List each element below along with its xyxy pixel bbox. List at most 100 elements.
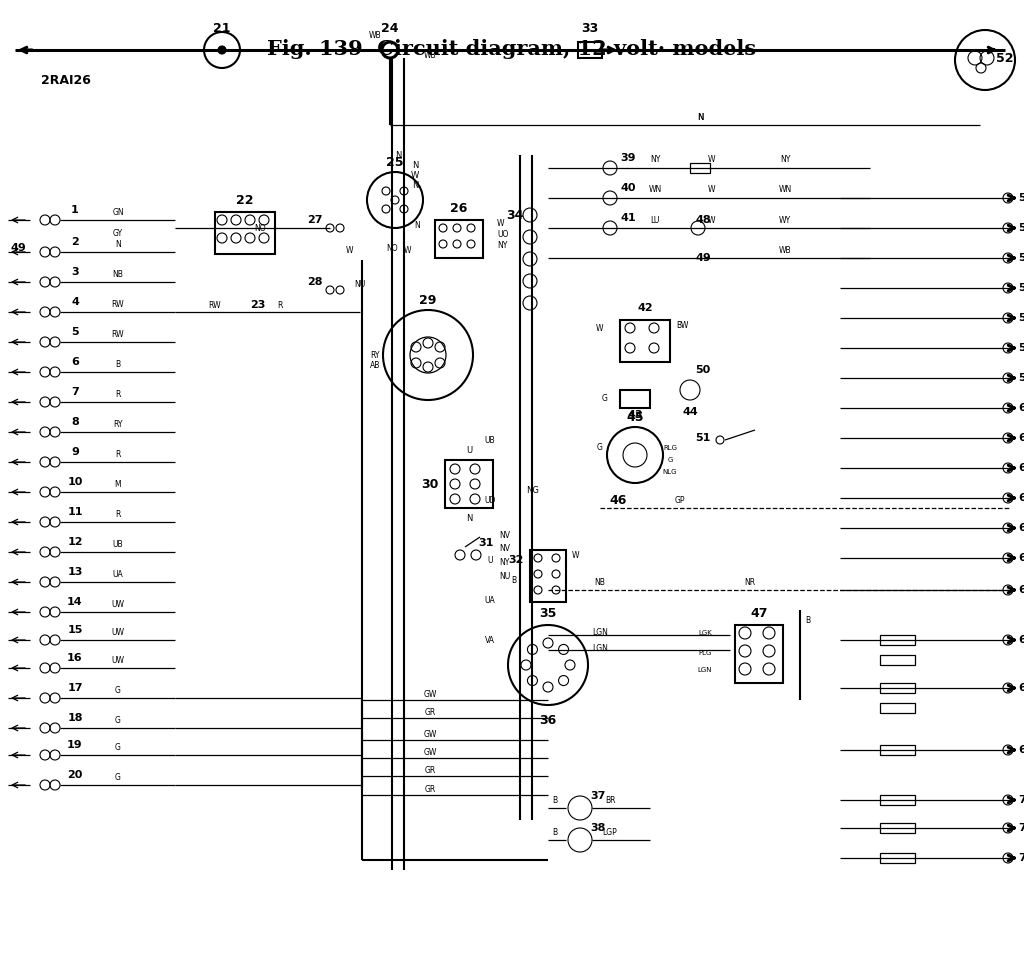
Text: 49: 49 — [695, 253, 711, 263]
Text: 14: 14 — [68, 597, 83, 607]
Text: W: W — [572, 551, 580, 560]
Text: WB: WB — [369, 31, 381, 40]
Text: N: N — [696, 114, 703, 122]
Text: N: N — [696, 114, 703, 122]
Text: B: B — [552, 827, 557, 837]
Text: 25: 25 — [386, 156, 403, 169]
Text: UW: UW — [112, 627, 125, 636]
Text: 24: 24 — [381, 22, 398, 34]
Text: 28: 28 — [307, 277, 323, 287]
Text: 11: 11 — [68, 507, 83, 517]
Text: 43: 43 — [628, 410, 643, 420]
Text: 48: 48 — [695, 215, 711, 225]
Text: 63: 63 — [1018, 493, 1024, 503]
Text: G: G — [115, 743, 121, 752]
Text: 71: 71 — [1018, 823, 1024, 833]
Text: 6: 6 — [71, 357, 79, 367]
Text: LGN: LGN — [592, 627, 608, 636]
Bar — [880, 635, 915, 645]
Text: 59: 59 — [1018, 373, 1024, 383]
Text: NU: NU — [354, 279, 366, 288]
Bar — [735, 625, 783, 683]
Text: N: N — [412, 180, 418, 189]
Text: 27: 27 — [307, 215, 323, 225]
Text: NY: NY — [650, 156, 660, 165]
Bar — [215, 212, 275, 254]
Text: WB: WB — [778, 246, 792, 255]
Text: 38: 38 — [590, 823, 605, 833]
Text: 41: 41 — [621, 213, 636, 223]
Text: M: M — [115, 479, 121, 488]
Text: 7: 7 — [71, 387, 79, 397]
Text: RY: RY — [114, 419, 123, 428]
Text: 40: 40 — [621, 183, 636, 193]
Text: NB: NB — [113, 270, 124, 278]
Text: 55: 55 — [1018, 253, 1024, 263]
Text: 54: 54 — [1018, 223, 1024, 233]
Text: 26: 26 — [451, 202, 468, 215]
Text: 18: 18 — [68, 713, 83, 723]
Text: 2: 2 — [71, 237, 79, 247]
Text: 2RAI26: 2RAI26 — [41, 74, 91, 86]
Text: BR: BR — [605, 796, 615, 805]
Text: 21: 21 — [213, 22, 230, 34]
Text: 68: 68 — [1018, 683, 1024, 693]
Text: 61: 61 — [1018, 433, 1024, 443]
Text: R: R — [116, 510, 121, 518]
Text: 65: 65 — [1018, 553, 1024, 563]
Text: G: G — [602, 394, 608, 403]
Text: 72: 72 — [1018, 853, 1024, 863]
Text: WN: WN — [648, 185, 662, 194]
Text: W: W — [346, 246, 353, 255]
Text: NLG: NLG — [663, 469, 677, 475]
Text: U: U — [466, 446, 472, 455]
Text: LGP: LGP — [603, 827, 617, 837]
Text: 10: 10 — [68, 477, 83, 487]
Text: UW: UW — [112, 600, 125, 609]
Text: 50: 50 — [695, 365, 711, 375]
Text: 60: 60 — [1018, 403, 1024, 413]
Bar — [880, 823, 915, 833]
Bar — [530, 550, 566, 602]
Text: B: B — [552, 796, 557, 805]
Bar — [880, 655, 915, 665]
Text: 12: 12 — [68, 537, 83, 547]
Text: 15: 15 — [68, 625, 83, 635]
Text: 47: 47 — [751, 607, 768, 619]
Text: RW: RW — [209, 301, 221, 310]
Text: 45: 45 — [627, 411, 644, 423]
Text: GW: GW — [423, 690, 436, 699]
Text: WB: WB — [424, 51, 436, 60]
Text: 39: 39 — [621, 153, 636, 163]
Text: 56: 56 — [1018, 283, 1024, 293]
Text: NV: NV — [499, 530, 510, 540]
Text: W: W — [497, 219, 505, 227]
Text: UD: UD — [484, 496, 496, 505]
Text: W: W — [709, 216, 716, 224]
Text: R: R — [278, 301, 283, 310]
Text: 58: 58 — [1018, 343, 1024, 353]
Text: 62: 62 — [1018, 463, 1024, 473]
Text: 70: 70 — [1018, 795, 1024, 805]
Text: 37: 37 — [590, 791, 605, 801]
Text: 64: 64 — [1018, 523, 1024, 533]
Text: LGN: LGN — [697, 667, 713, 673]
Text: 35: 35 — [540, 607, 557, 619]
Text: 17: 17 — [68, 683, 83, 693]
Text: N: N — [412, 161, 418, 170]
Text: NY: NY — [497, 240, 507, 250]
Text: 16: 16 — [68, 653, 83, 663]
Text: 4: 4 — [71, 297, 79, 307]
Text: 44: 44 — [682, 407, 698, 417]
Text: GP: GP — [675, 496, 685, 505]
Text: GR: GR — [424, 708, 435, 716]
Text: NO: NO — [386, 243, 398, 253]
Bar — [578, 42, 602, 58]
Text: G: G — [115, 685, 121, 695]
Text: PLG: PLG — [698, 650, 712, 656]
Text: GR: GR — [424, 785, 435, 794]
Bar — [620, 320, 670, 362]
Text: RW: RW — [112, 300, 124, 309]
Bar — [880, 703, 915, 713]
Text: RY: RY — [371, 351, 380, 360]
